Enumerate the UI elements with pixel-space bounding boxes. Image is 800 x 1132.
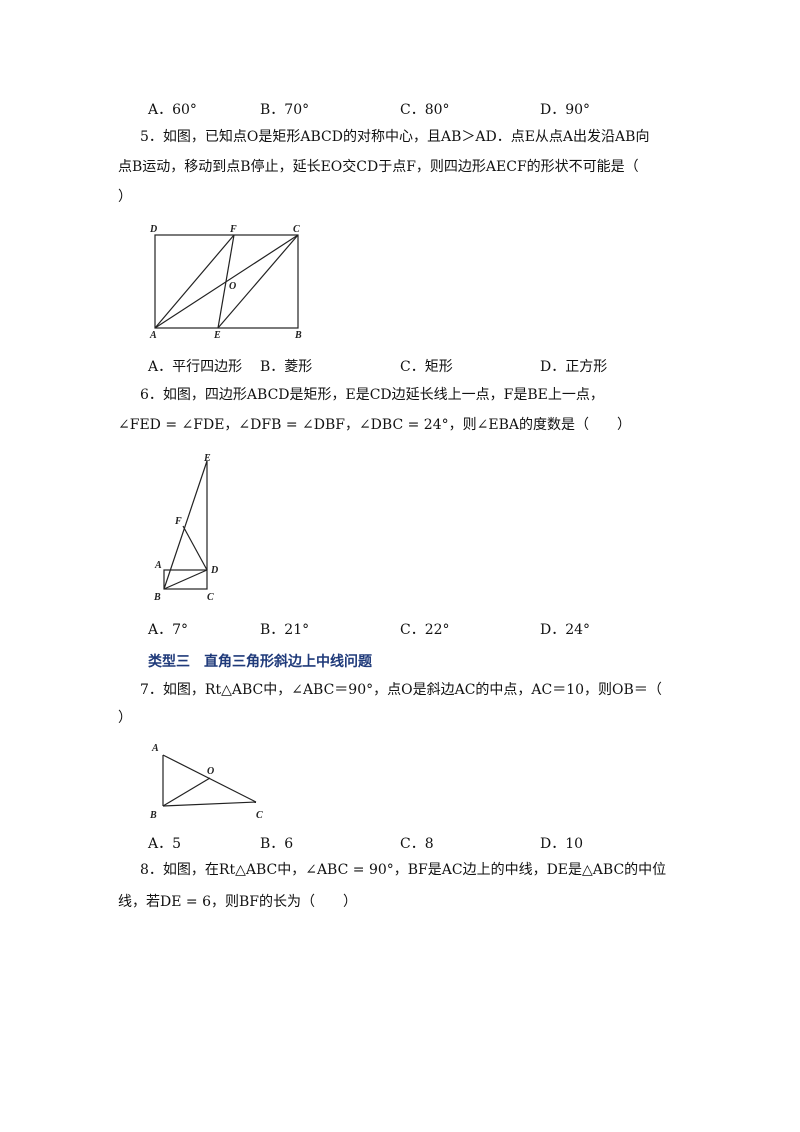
q6-text-line2: ∠FED = ∠FDE，∠DFB = ∠DBF，∠DBC = 24°，则∠EBA… xyxy=(118,417,631,433)
q4-option-b: B．70° xyxy=(260,102,310,118)
q8-text-line2: 线，若DE = 6，则BF的长为（ ） xyxy=(118,894,357,910)
q7-label-c: C xyxy=(256,810,263,821)
q5-label-b: B xyxy=(294,330,302,341)
q7-label-o: O xyxy=(207,766,214,777)
q7-label-b: B xyxy=(149,810,157,821)
q5-label-d: D xyxy=(149,224,157,235)
q5-option-d: D．正方形 xyxy=(540,359,608,375)
q5-label-c: C xyxy=(293,224,300,235)
q6-option-b: B．21° xyxy=(260,622,310,638)
section-heading: 类型三 直角三角形斜边上中线问题 xyxy=(148,654,372,670)
q6-text-line1: 6．如图，四边形ABCD是矩形，E是CD边延长线上一点，F是BE上一点， xyxy=(140,387,604,403)
q6-label-f: F xyxy=(174,516,182,527)
q8-text-line1: 8．如图，在Rt△ABC中，∠ABC = 90°，BF是AC边上的中线，DE是△… xyxy=(140,862,667,878)
q5-label-f: F xyxy=(229,224,237,235)
q4-option-d: D．90° xyxy=(540,102,591,118)
q7-option-a: A．5 xyxy=(148,836,182,852)
q6-option-a: A．7° xyxy=(148,622,189,638)
q5-text-line1: 5．如图，已知点O是矩形ABCD的对称中心，且AB＞AD．点E从点A出发沿AB向 xyxy=(140,129,650,145)
q6-label-e: E xyxy=(203,453,211,464)
q5-option-c: C．矩形 xyxy=(400,359,453,375)
q6-label-a: A xyxy=(154,560,162,571)
q5-option-b: B．菱形 xyxy=(260,359,313,375)
q7-option-c: C．8 xyxy=(400,836,434,852)
q7-figure xyxy=(162,754,257,807)
q6-label-c: C xyxy=(207,592,214,603)
q5-text-line3: ） xyxy=(118,189,132,205)
q6-label-d: D xyxy=(210,565,218,576)
q5-label-o: O xyxy=(229,281,236,292)
q4-option-a: A．60° xyxy=(148,102,197,118)
q5-label-e: E xyxy=(213,330,221,341)
q5-option-a: A．平行四边形 xyxy=(148,359,243,375)
q7-text-line2: ） xyxy=(118,710,132,726)
q4-option-c: C．80° xyxy=(400,102,450,118)
q7-label-a: A xyxy=(151,743,159,754)
q7-option-d: D．10 xyxy=(540,836,584,852)
q6-figure xyxy=(163,460,208,590)
q5-label-a: A xyxy=(149,330,157,341)
q6-option-d: D．24° xyxy=(540,622,591,638)
q6-label-b: B xyxy=(153,592,161,603)
q5-text-line2: 点B运动，移动到点B停止，延长EO交CD于点F，则四边形AECF的形状不可能是（ xyxy=(118,159,639,175)
q7-option-b: B．6 xyxy=(260,836,294,852)
q5-figure xyxy=(154,234,299,329)
q6-option-c: C．22° xyxy=(400,622,450,638)
q7-text-line1: 7．如图，Rt△ABC中，∠ABC＝90°，点O是斜边AC的中点，AC＝10，则… xyxy=(140,682,662,698)
